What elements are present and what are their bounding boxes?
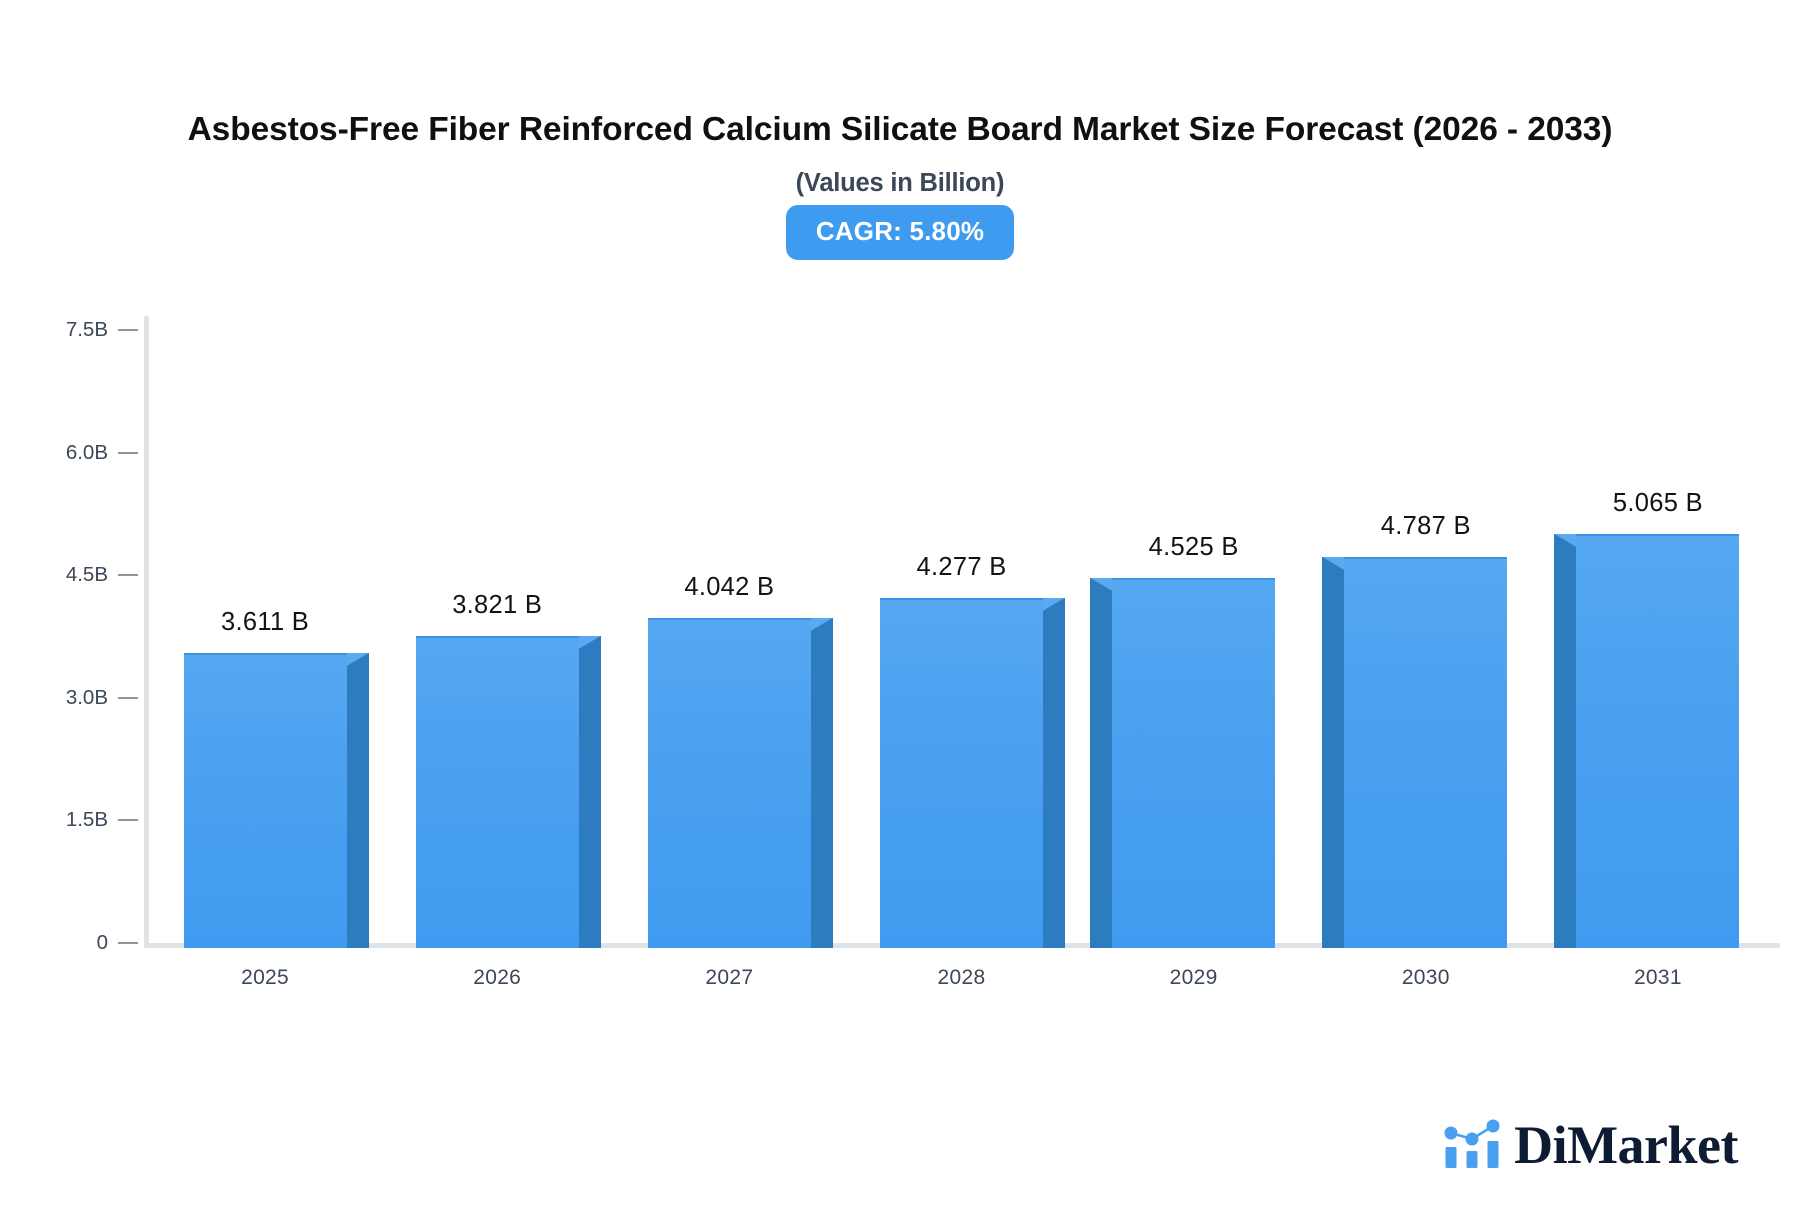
cagr-badge: CAGR: 5.80%	[785, 204, 1015, 260]
bar-top-bevel	[346, 652, 369, 666]
y-axis-tick-mark	[118, 451, 138, 454]
bar-top-bevel	[1322, 556, 1345, 570]
bar-front-face	[415, 635, 579, 948]
y-axis-tick-mark	[118, 819, 138, 822]
bar-side-face	[1043, 611, 1065, 948]
bar-top-bevel	[578, 635, 601, 649]
y-axis-tick-label: 1.5B	[65, 808, 108, 832]
bar[interactable]: 4.042 B	[647, 573, 833, 948]
bar-front-face	[1112, 578, 1276, 948]
bar[interactable]: 4.525 B	[1090, 533, 1276, 948]
x-axis-tick-label: 2029	[1169, 966, 1218, 989]
bar-side-face	[578, 648, 601, 948]
bar[interactable]: 4.277 B	[880, 553, 1065, 948]
y-axis-tick-label: 6.0B	[65, 440, 108, 464]
y-axis-tick-mark	[118, 329, 138, 331]
bar[interactable]: 3.611 B	[183, 608, 369, 948]
bar-side-face	[1090, 591, 1113, 948]
page-title: Asbestos-Free Fiber Reinforced Calcium S…	[187, 111, 1613, 148]
chart-subtitle: (Values in Billion)	[795, 168, 1005, 197]
bar-front-face	[647, 617, 811, 948]
bar-front-face	[880, 598, 1043, 948]
bar-value-label: 5.065 B	[1612, 489, 1703, 518]
bar-top-bevel	[810, 617, 833, 631]
x-axis-tick-label: 2028	[937, 966, 986, 989]
y-axis-tick-mark	[118, 696, 138, 699]
chart-header: Asbestos-Free Fiber Reinforced Calcium S…	[0, 0, 1800, 260]
x-axis-tick-label: 2026	[473, 966, 522, 989]
bar[interactable]: 5.065 B	[1554, 489, 1740, 948]
y-axis-tick-label: 4.5B	[65, 563, 108, 587]
bar-top-bevel	[1090, 578, 1113, 592]
y-axis-tick-mark	[118, 942, 138, 944]
y-axis-tick-label: 0	[96, 931, 108, 954]
bar-value-label: 4.277 B	[916, 553, 1007, 582]
bar-value-label: 4.525 B	[1148, 533, 1239, 562]
y-axis-tick-label: 3.0B	[65, 685, 108, 709]
bar-side-face	[810, 630, 833, 948]
x-axis-tick-label: 2027	[705, 966, 754, 989]
logo-text: DiMarket	[1514, 1115, 1738, 1175]
bar[interactable]: 3.821 B	[415, 591, 601, 948]
bar-top-bevel	[1043, 598, 1065, 612]
bar-chart-icon	[1443, 1117, 1501, 1174]
bar[interactable]: 4.787 B	[1322, 512, 1508, 948]
bar-value-label: 3.821 B	[452, 590, 543, 619]
y-axis-tick-mark	[118, 574, 138, 577]
bar-front-face	[1344, 556, 1508, 948]
bar-side-face	[346, 665, 369, 948]
x-axis-tick-label: 2031	[1633, 966, 1682, 989]
x-axis-tick-label: 2025	[241, 966, 290, 989]
bar-value-label: 4.787 B	[1380, 511, 1471, 540]
y-axis-tick-label: 7.5B	[65, 318, 108, 341]
bar-chart-plot: 0 1.5B 3.0B 4.5B 6.0B 7.5B 3.611 B 3.821 B 4.04…	[0, 316, 1800, 1050]
bar-side-face	[1322, 569, 1345, 948]
bar-front-face	[183, 652, 347, 948]
dimarket-logo: DiMarket	[1443, 1114, 1738, 1176]
y-axis-line	[144, 316, 149, 948]
bar-value-label: 3.611 B	[221, 607, 310, 636]
bar-side-face	[1554, 547, 1577, 948]
bar-front-face	[1576, 534, 1740, 948]
x-axis-tick-label: 2030	[1401, 966, 1450, 989]
bar-value-label: 4.042 B	[684, 572, 775, 601]
bar-top-bevel	[1554, 534, 1577, 548]
